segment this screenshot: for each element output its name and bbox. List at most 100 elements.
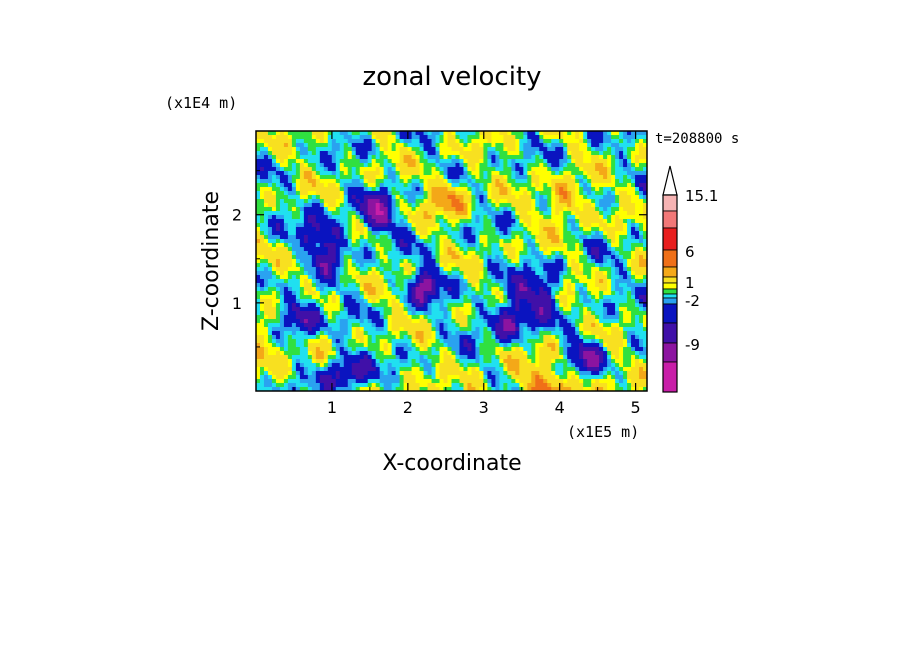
field-cell — [467, 191, 473, 196]
field-cell — [455, 207, 461, 212]
field-cell — [451, 247, 457, 252]
field-cell — [411, 299, 417, 304]
field-cell — [423, 179, 429, 184]
field-cell — [595, 291, 600, 296]
field-cell — [343, 155, 349, 160]
field-cell — [555, 179, 560, 184]
field-cell — [475, 203, 481, 208]
field-cell — [535, 271, 540, 276]
field-cell — [551, 279, 556, 284]
field-cell — [363, 243, 369, 248]
field-cell — [491, 279, 496, 284]
field-cell — [295, 331, 301, 336]
field-cell — [599, 219, 604, 224]
field-cell — [539, 203, 544, 208]
field-cell — [487, 251, 492, 256]
field-cell — [263, 171, 269, 176]
field-cell — [631, 259, 636, 264]
field-cell — [499, 279, 504, 284]
field-cell — [595, 171, 600, 176]
field-cell — [563, 175, 568, 180]
field-cell — [307, 311, 313, 316]
field-cell — [399, 323, 405, 328]
field-cell — [611, 147, 616, 152]
field-cell — [487, 199, 492, 204]
field-cell — [307, 211, 313, 216]
field-cell — [455, 231, 461, 236]
field-cell — [527, 251, 532, 256]
field-cell — [591, 195, 596, 200]
field-cell — [435, 271, 441, 276]
field-cell — [283, 303, 289, 308]
field-cell — [351, 271, 357, 276]
field-cell — [275, 327, 281, 332]
field-cell — [463, 187, 469, 192]
field-cell — [287, 191, 293, 196]
field-cell — [319, 299, 325, 304]
field-cell — [451, 163, 457, 168]
field-cell — [599, 143, 604, 148]
field-cell — [319, 279, 325, 284]
field-cell — [375, 263, 381, 268]
field-cell — [299, 199, 305, 204]
field-cell — [367, 187, 373, 192]
field-cell — [347, 291, 353, 296]
field-cell — [431, 175, 437, 180]
field-cell — [499, 263, 504, 268]
field-cell — [259, 247, 265, 252]
field-cell — [343, 319, 349, 324]
field-cell — [379, 199, 385, 204]
field-cell — [339, 199, 345, 204]
field-cell — [619, 263, 624, 268]
field-cell — [363, 279, 369, 284]
field-cell — [411, 251, 417, 256]
field-cell — [303, 283, 309, 288]
field-cell — [279, 151, 285, 156]
field-cell — [595, 323, 600, 328]
field-cell — [479, 215, 485, 220]
field-cell — [479, 199, 485, 204]
field-cell — [315, 223, 321, 228]
field-cell — [515, 139, 520, 144]
field-cell — [371, 275, 377, 280]
field-cell — [347, 231, 353, 236]
field-cell — [315, 291, 321, 296]
field-cell — [407, 191, 413, 196]
field-cell — [483, 155, 489, 160]
field-cell — [315, 267, 321, 272]
field-cell — [551, 175, 556, 180]
field-cell — [307, 327, 313, 332]
field-cell — [335, 299, 341, 304]
field-cell — [339, 179, 345, 184]
field-cell — [599, 255, 604, 260]
field-cell — [539, 139, 544, 144]
field-cell — [479, 139, 485, 144]
field-cell — [551, 271, 556, 276]
field-cell — [571, 151, 576, 156]
field-cell — [263, 275, 269, 280]
field-cell — [447, 167, 453, 172]
field-cell — [559, 223, 564, 228]
field-cell — [519, 183, 524, 188]
field-cell — [555, 219, 560, 224]
field-cell — [407, 211, 413, 216]
field-cell — [495, 299, 500, 304]
field-cell — [395, 159, 401, 164]
field-cell — [363, 215, 369, 220]
field-cell — [419, 195, 425, 200]
field-cell — [439, 163, 445, 168]
field-cell — [307, 167, 313, 172]
field-cell — [515, 175, 520, 180]
field-cell — [591, 239, 596, 244]
field-cell — [627, 299, 632, 304]
field-cell — [387, 159, 393, 164]
field-cell — [515, 291, 520, 296]
field-cell — [279, 195, 285, 200]
field-cell — [447, 219, 453, 224]
field-cell — [551, 299, 556, 304]
field-cell — [603, 303, 608, 308]
field-cell — [459, 243, 465, 248]
field-cell — [627, 195, 632, 200]
field-cell — [419, 327, 425, 332]
field-cell — [387, 207, 393, 212]
